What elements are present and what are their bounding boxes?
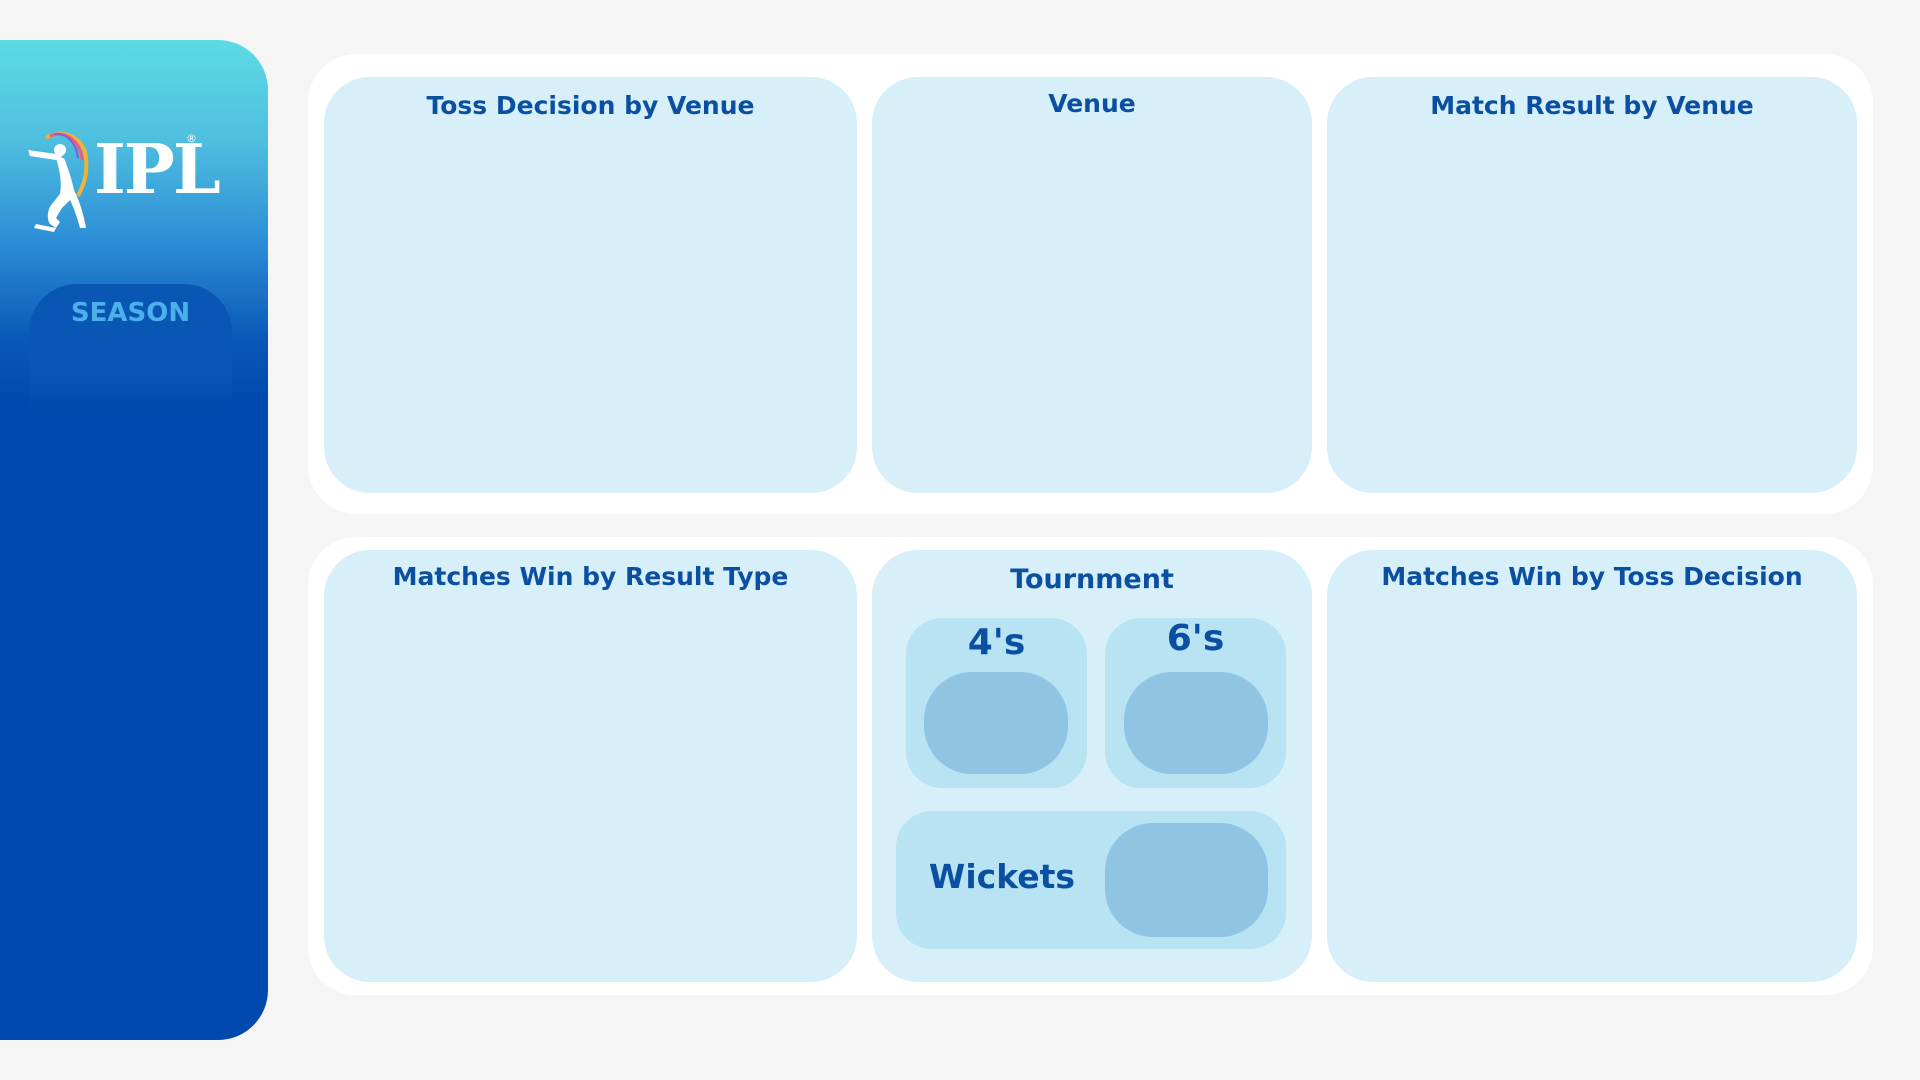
sixes-card: 6's bbox=[1105, 618, 1286, 788]
batsman-icon bbox=[28, 131, 89, 232]
registered-mark: ® bbox=[186, 132, 197, 145]
card-title: Venue bbox=[1048, 89, 1136, 118]
bottom-panel: Matches Win by Result Type Tournment 4's… bbox=[308, 537, 1873, 995]
top-panel: Toss Decision by Venue Venue Match Resul… bbox=[308, 54, 1873, 514]
fours-value bbox=[924, 672, 1068, 774]
card-title: Matches Win by Result Type bbox=[392, 562, 789, 591]
card-title: Matches Win by Toss Decision bbox=[1381, 562, 1803, 591]
matches-win-by-toss-decision-card: Matches Win by Toss Decision bbox=[1327, 550, 1857, 982]
season-slicer[interactable]: SEASON bbox=[29, 284, 232, 414]
card-title: Match Result by Venue bbox=[1430, 91, 1754, 120]
wickets-label: Wickets bbox=[928, 857, 1076, 896]
matches-win-by-result-type-card: Matches Win by Result Type bbox=[324, 550, 857, 982]
wickets-card: Wickets bbox=[896, 811, 1286, 949]
fours-card: 4's bbox=[906, 618, 1087, 788]
sidebar: IPL ® SEASON bbox=[0, 40, 268, 1040]
logo-text: IPL bbox=[94, 130, 221, 210]
tournament-card: Tournment 4's 6's Wickets bbox=[872, 550, 1312, 982]
wickets-value bbox=[1105, 823, 1268, 937]
ipl-logo: IPL ® bbox=[26, 128, 221, 238]
card-title: Tournment bbox=[1010, 564, 1174, 595]
match-result-by-venue-card: Match Result by Venue bbox=[1327, 77, 1857, 493]
card-title: Toss Decision by Venue bbox=[426, 91, 755, 120]
fours-label: 4's bbox=[967, 622, 1026, 663]
toss-decision-by-venue-card: Toss Decision by Venue bbox=[324, 77, 857, 493]
sixes-value bbox=[1124, 672, 1268, 774]
sixes-label: 6's bbox=[1166, 618, 1225, 659]
venue-card[interactable]: Venue bbox=[872, 77, 1312, 493]
season-label: SEASON bbox=[70, 298, 191, 328]
